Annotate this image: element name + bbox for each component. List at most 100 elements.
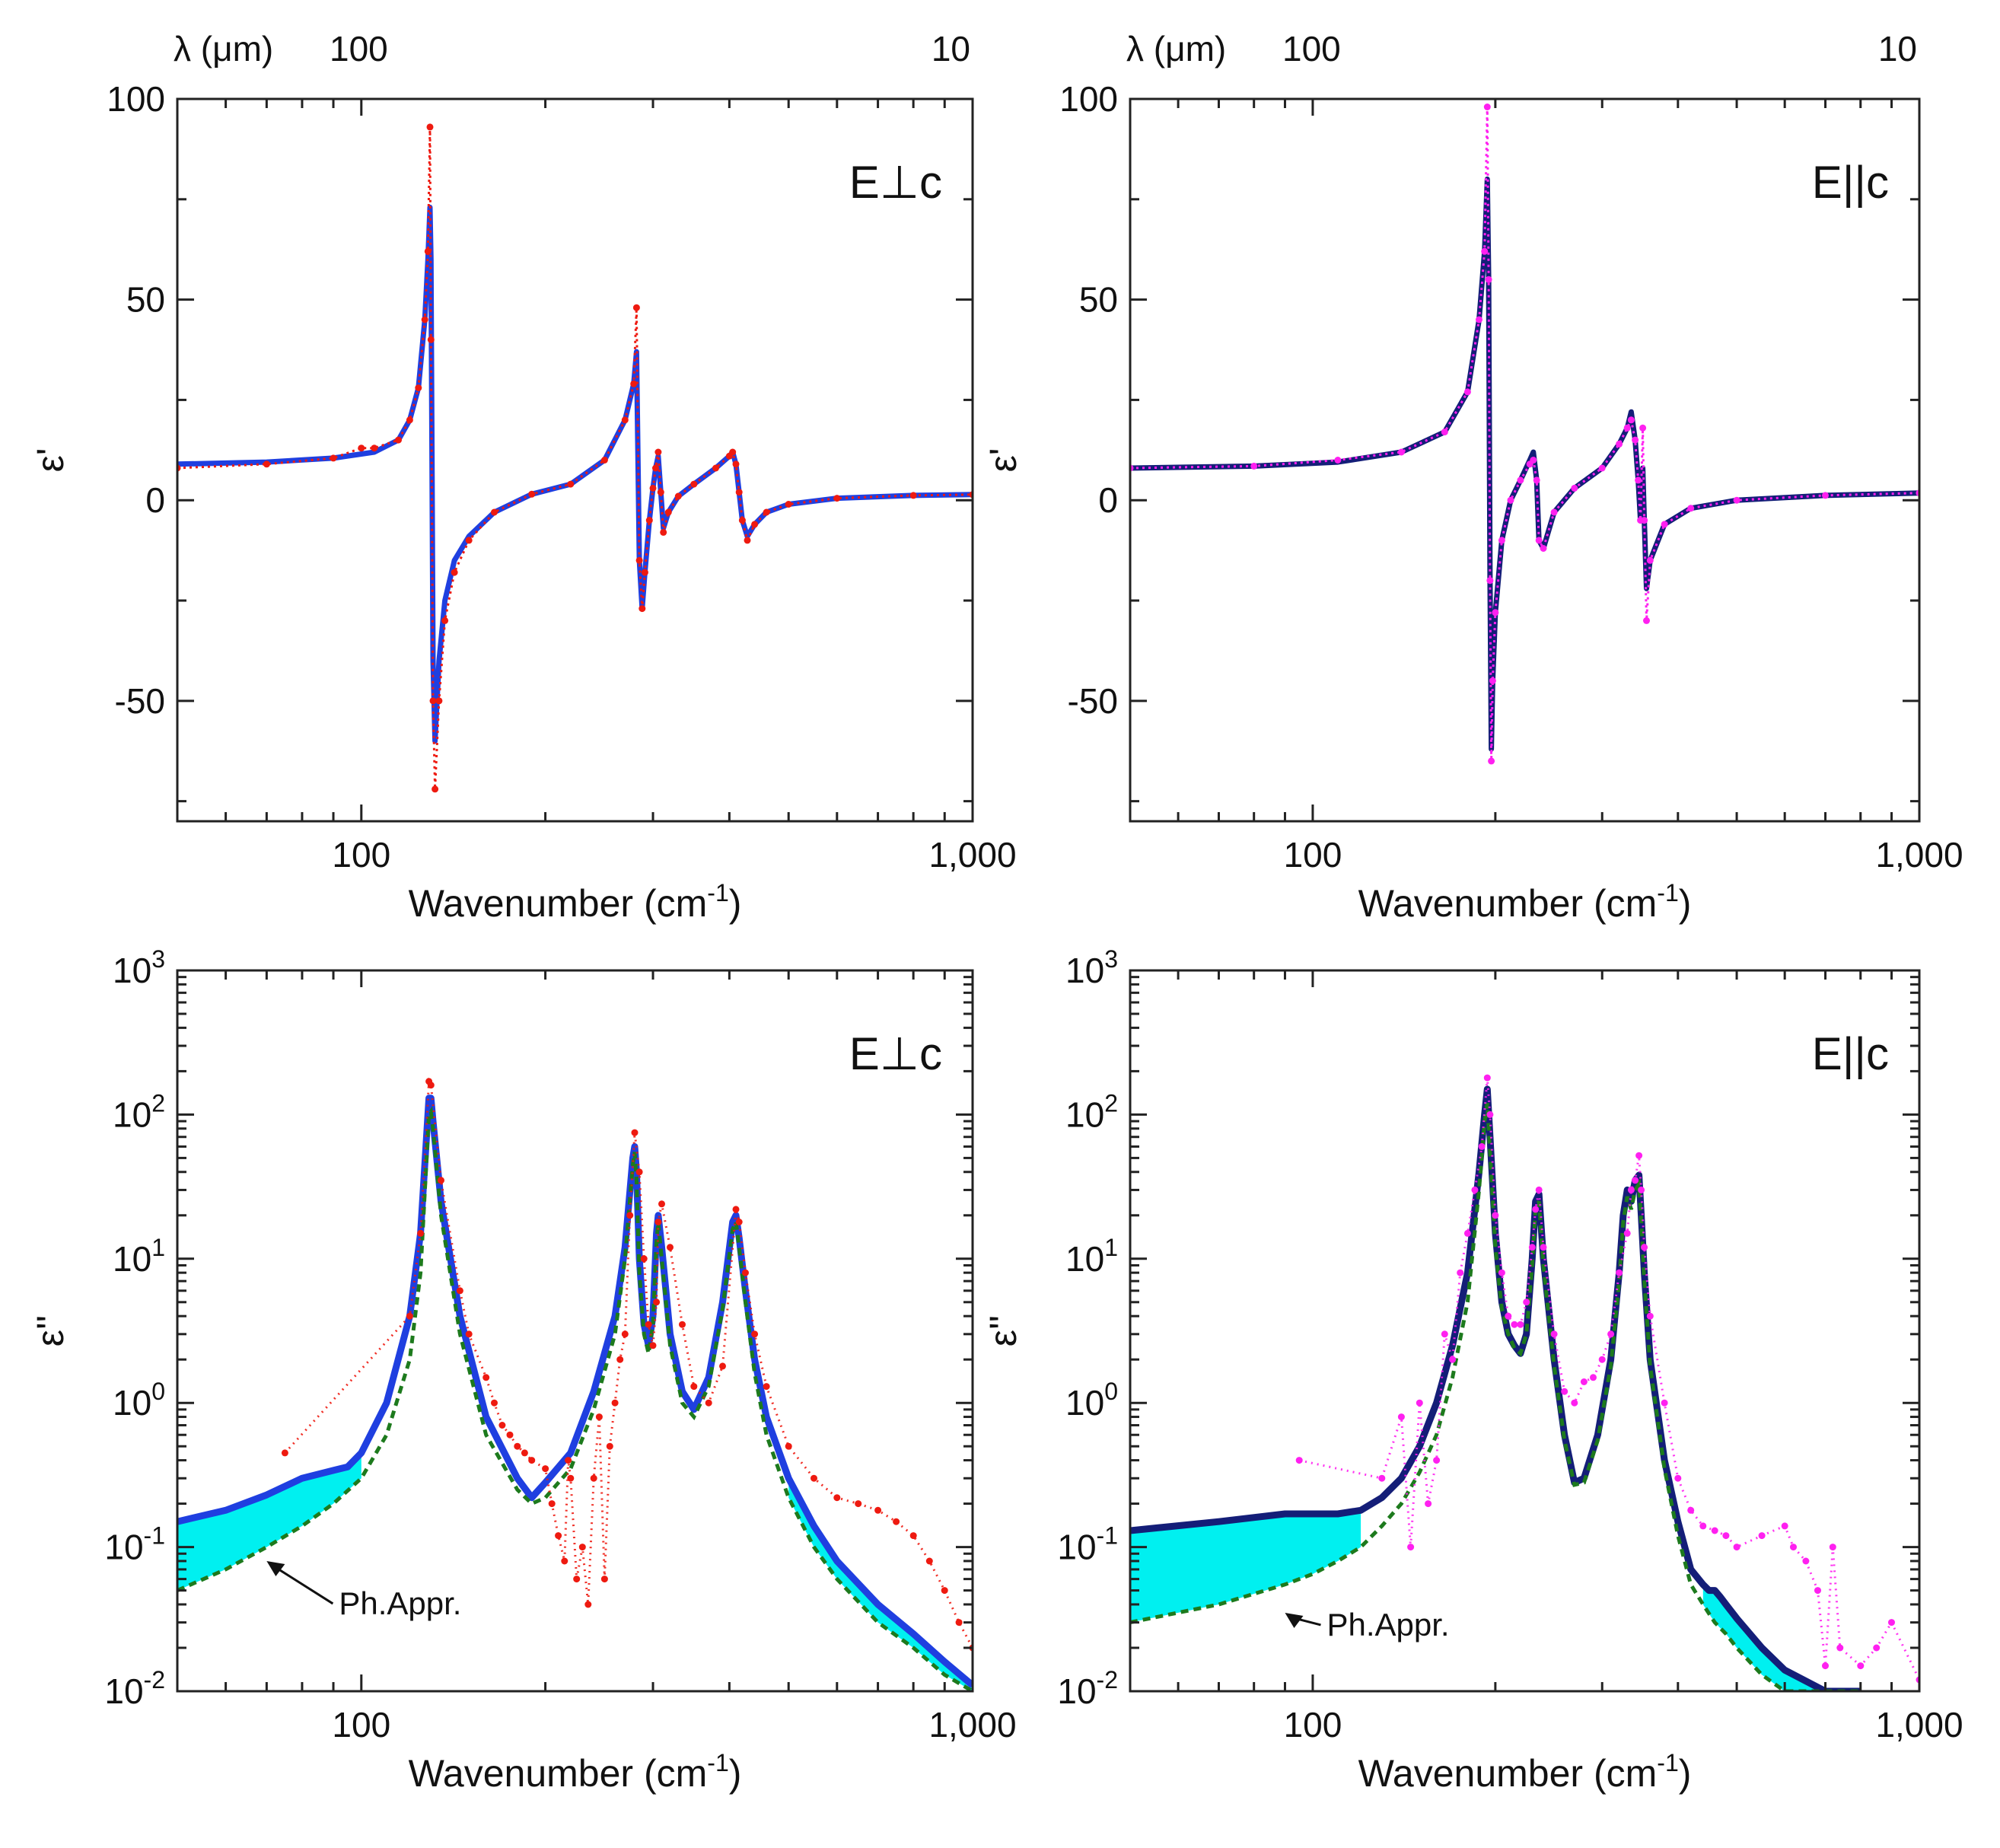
y-tick-label: 10-2 <box>1057 1666 1118 1711</box>
y-tick-base: 10 <box>1065 1094 1104 1134</box>
y-tick-label: 100 <box>1059 79 1118 119</box>
y-tick-label: 10-1 <box>104 1522 165 1567</box>
data-point <box>1598 1356 1606 1363</box>
y-tick-base: 10 <box>1057 1671 1096 1711</box>
data-point <box>573 1576 581 1583</box>
data-point <box>1532 1206 1540 1213</box>
y-tick-label: 0 <box>1098 480 1118 520</box>
y-tick-label: 100 <box>1065 1378 1118 1423</box>
y-tick-label: 0 <box>145 480 165 520</box>
data-point <box>658 1200 665 1208</box>
data-point <box>893 1518 900 1525</box>
x-axis-label: Wavenumber (cm-1) <box>409 1749 742 1795</box>
x-axis-label-end: ) <box>1679 882 1692 925</box>
x-axis-label-end: ) <box>729 882 742 925</box>
y-tick-label: 50 <box>126 280 165 320</box>
fit-line <box>1130 1085 1861 1691</box>
data-point <box>1632 436 1639 444</box>
data-point <box>735 1219 743 1225</box>
y-axis-label: ε' <box>982 448 1024 473</box>
data-point <box>1635 1152 1643 1159</box>
data-point <box>584 1601 592 1608</box>
data-point <box>441 617 449 624</box>
plot-area <box>177 123 973 793</box>
fit-line <box>1130 176 1919 752</box>
top-tick-label-100: 100 <box>1282 29 1341 69</box>
polarization-label: E||c <box>1812 157 1889 208</box>
polarization-label: E⊥c <box>849 157 942 208</box>
data-point <box>491 1399 498 1407</box>
data-point <box>1646 556 1654 564</box>
x-axis-label-text: Wavenumber (cm <box>409 882 708 925</box>
data-point <box>1498 537 1505 544</box>
data-trace <box>284 1077 973 1649</box>
panel-real-perp: 100 1,000 Wavenumber (cm-1) 100 50 0 -50 ε' E⊥c λ… <box>29 29 1017 925</box>
top-tick-label-100: 100 <box>330 29 388 69</box>
x-axis-label-sup: -1 <box>1657 1749 1678 1776</box>
data-trace <box>177 126 973 789</box>
difference-fill-0 <box>1130 1510 1361 1623</box>
x-axis-label: Wavenumber (cm-1) <box>1358 879 1692 925</box>
y-tick-label: 10-1 <box>1057 1522 1118 1567</box>
data-point <box>1535 537 1543 544</box>
y-tick-exp: 1 <box>151 1234 165 1261</box>
y-tick-label: 100 <box>113 1378 165 1423</box>
x-axis-label-text: Wavenumber (cm <box>1358 882 1658 925</box>
y-ticks <box>1130 969 1919 1693</box>
x-axis-label-text: Wavenumber (cm <box>409 1752 708 1795</box>
data-point <box>1533 476 1540 484</box>
x-axis-label: Wavenumber (cm-1) <box>409 879 742 925</box>
x-axis-label-sup: -1 <box>707 1749 728 1776</box>
data-point <box>1416 1399 1423 1407</box>
top-axis-label: λ (μm) <box>174 29 273 69</box>
plot-frame <box>176 97 974 823</box>
y-tick-base: 10 <box>113 1094 151 1134</box>
data-point <box>1661 1399 1668 1407</box>
data-point <box>649 1342 657 1349</box>
data-point <box>555 1532 562 1540</box>
annotation-arrow-line <box>272 1564 334 1605</box>
data-point <box>1407 1544 1415 1551</box>
data-point <box>1646 1312 1654 1320</box>
data-point <box>438 1177 444 1184</box>
data-point <box>1492 609 1499 617</box>
difference-fill-0 <box>177 1452 361 1591</box>
data-point <box>1639 424 1647 432</box>
data-point <box>1433 1457 1441 1464</box>
data-point <box>561 1557 568 1565</box>
x-tick-label: 100 <box>332 835 390 875</box>
data-point <box>645 517 653 524</box>
data-point <box>1643 617 1650 624</box>
plot-area <box>177 1077 973 1691</box>
data-point <box>590 1474 597 1482</box>
y-axis-label: ε' <box>29 448 72 473</box>
data-point <box>631 1129 639 1136</box>
annotation-label: Ph.Appr. <box>339 1585 461 1621</box>
data-point <box>667 1244 674 1251</box>
data-trace <box>1130 107 1919 761</box>
data-point <box>652 464 659 472</box>
y-tick-label: 103 <box>113 945 165 990</box>
data-point <box>451 569 458 576</box>
y-tick-label: 103 <box>1065 945 1118 990</box>
top-tick-label-10: 10 <box>1878 29 1917 69</box>
y-tick-exp: -1 <box>144 1522 165 1550</box>
y-ticks <box>177 97 973 803</box>
data-point <box>738 517 746 524</box>
y-tick-base: 10 <box>1065 1239 1104 1279</box>
annotation-arrow-head <box>266 1560 285 1576</box>
data-point <box>427 336 435 343</box>
data-point <box>1492 1212 1499 1219</box>
data-point <box>616 1356 624 1363</box>
data-point <box>1471 1186 1479 1193</box>
y-tick-base: 10 <box>104 1528 143 1567</box>
data-point <box>600 1576 608 1583</box>
x-axis-label-end: ) <box>729 1752 742 1795</box>
y-tick-label: 102 <box>1065 1089 1118 1134</box>
data-point <box>621 1330 629 1338</box>
plot-frame <box>1129 97 1921 823</box>
data-point <box>1632 1177 1639 1184</box>
data-point <box>432 785 439 793</box>
plot-frame <box>1129 969 1921 1693</box>
